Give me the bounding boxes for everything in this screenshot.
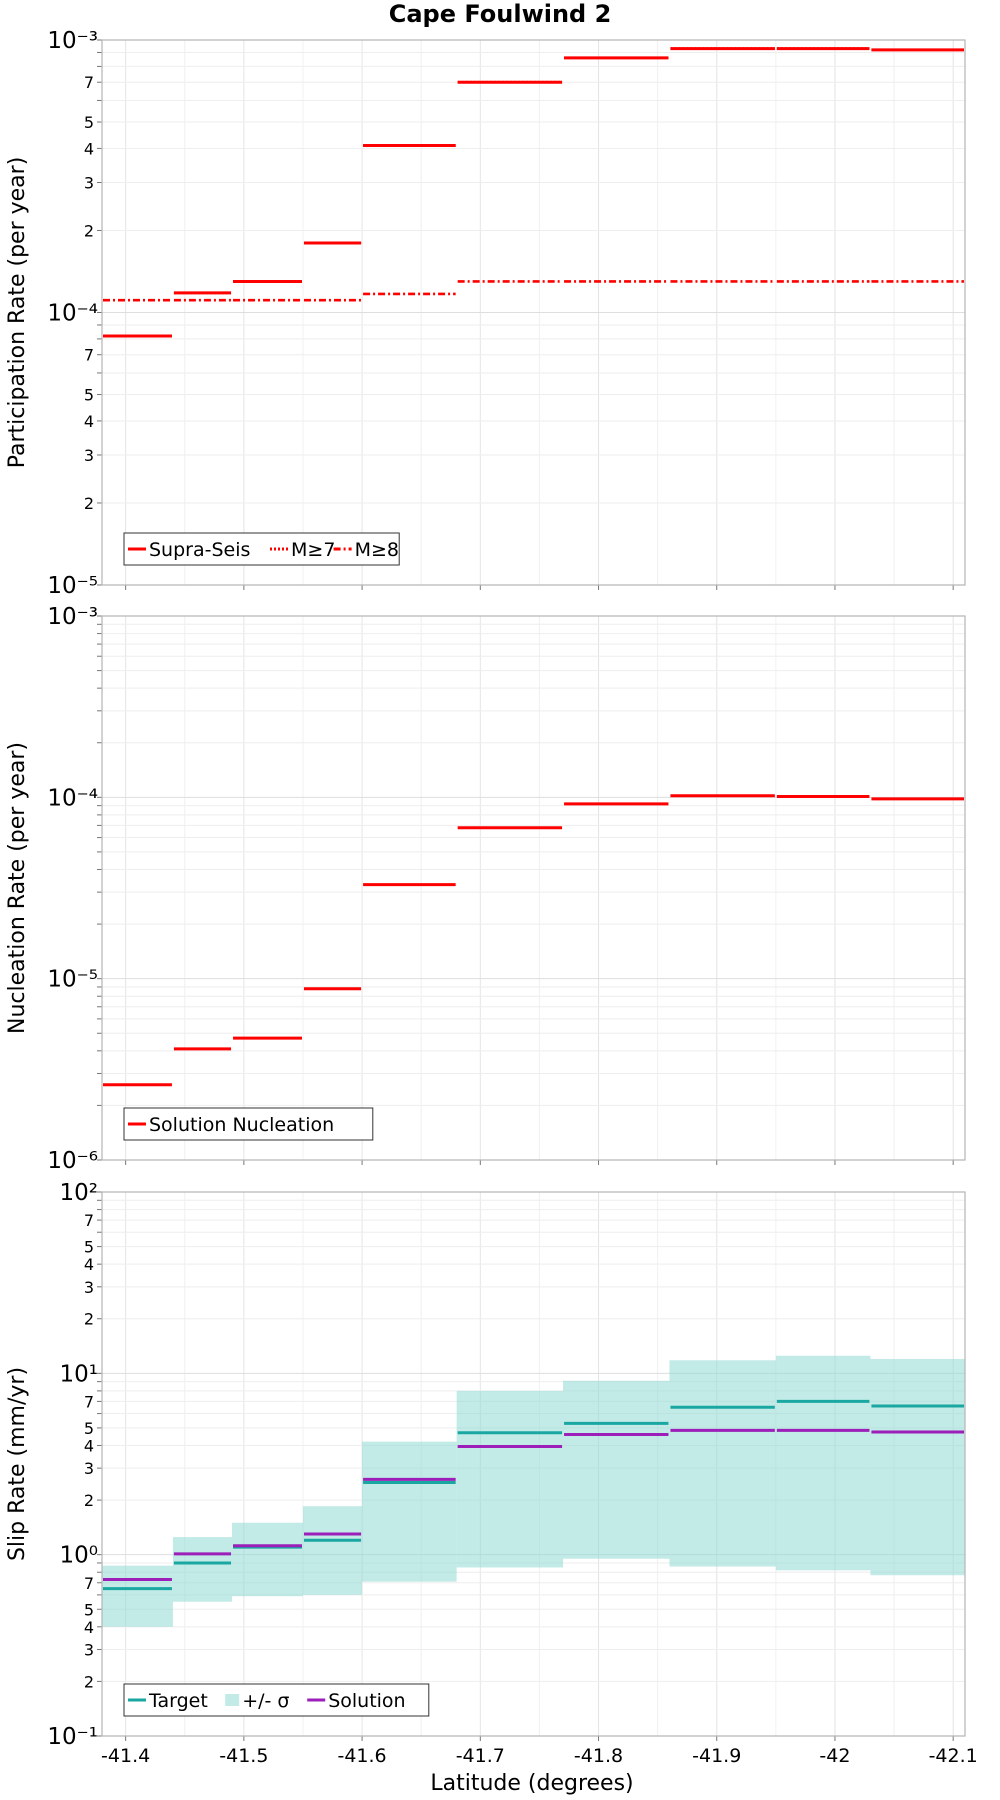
x-tick-label: -41.6 xyxy=(337,1745,386,1767)
x-tick-label: -41.7 xyxy=(456,1745,505,1767)
series-solution xyxy=(103,1428,964,1581)
x-tick-label: -41.9 xyxy=(692,1745,741,1767)
y-axis-label: Participation Rate (per year) xyxy=(5,157,30,469)
series-m-8 xyxy=(103,280,964,302)
y-tick-label: 7 xyxy=(84,1211,94,1230)
legend-label: Target xyxy=(148,1690,208,1712)
band-segment xyxy=(302,1506,363,1595)
plot-frame xyxy=(101,1191,966,1737)
y-tick-label: 7 xyxy=(84,346,94,365)
y-tick-label: 4 xyxy=(84,139,94,158)
legend: Target +/- σ Solution xyxy=(123,1683,430,1717)
y-tick-label: 3 xyxy=(84,446,94,465)
legend: Supra-Seis M≥7 M≥8 xyxy=(123,532,400,566)
y-tick-label: 3 xyxy=(84,1278,94,1297)
legend: Solution Nucleation xyxy=(123,1107,374,1141)
y-tick-label: 4 xyxy=(84,1618,94,1637)
y-tick-label: 10¹ xyxy=(60,1361,99,1387)
y-tick-label: 10⁻³ xyxy=(47,604,98,630)
band-segment xyxy=(775,1355,871,1571)
y-tick-label: 3 xyxy=(84,1459,94,1478)
x-axis-label: Latitude (degrees) xyxy=(430,1771,633,1796)
y-tick-label: 3 xyxy=(84,173,94,192)
legend-swatch xyxy=(225,1694,240,1706)
band-segment xyxy=(456,1390,564,1568)
y-tick-label: 3 xyxy=(84,1640,94,1659)
y-axis-label: Nucleation Rate (per year) xyxy=(5,742,30,1034)
band-segment xyxy=(232,1522,303,1597)
y-tick-label: 10⁻⁴ xyxy=(47,301,98,327)
x-tick-label: -41.5 xyxy=(219,1745,268,1767)
y-tick-label: 5 xyxy=(84,1600,94,1619)
y-axis-label: Slip Rate (mm/yr) xyxy=(5,1367,30,1561)
plot-area xyxy=(102,616,965,1160)
y-tick-label: 5 xyxy=(84,386,94,405)
y-tick-label: 2 xyxy=(84,1491,94,1510)
y-tick-label: 2 xyxy=(84,1310,94,1329)
legend-box xyxy=(123,1107,374,1141)
y-tick-label: 10⁻³ xyxy=(47,28,98,54)
y-tick-label: 7 xyxy=(84,73,94,92)
y-tick-label: 5 xyxy=(84,1238,94,1257)
y-tick-label: 5 xyxy=(84,113,94,132)
y-tick-label: 10⁻⁴ xyxy=(47,785,98,811)
band-segment xyxy=(563,1380,670,1559)
y-tick-label: 5 xyxy=(84,1419,94,1438)
y-tick-label: 10⁰ xyxy=(60,1543,99,1569)
chart-title: Cape Foulwind 2 xyxy=(389,0,612,28)
band-segment xyxy=(870,1358,965,1576)
x-tick-label: -42.1 xyxy=(929,1745,978,1767)
y-tick-label: 10⁻¹ xyxy=(47,1724,98,1750)
y-tick-label: 10⁻⁵ xyxy=(47,573,98,599)
legend-label: M≥8 xyxy=(355,539,399,561)
plot-frame xyxy=(101,615,966,1161)
legend-label: Solution xyxy=(328,1690,405,1712)
series-solution-nucleation xyxy=(103,794,964,1087)
band-segment xyxy=(669,1360,776,1567)
legend-box xyxy=(123,532,400,566)
legend-label: Supra-Seis xyxy=(149,539,250,561)
y-tick-label: 2 xyxy=(84,221,94,240)
x-tick-label: -41.4 xyxy=(101,1745,150,1767)
y-tick-label: 7 xyxy=(84,1574,94,1593)
y-tick-label: 4 xyxy=(84,412,94,431)
y-tick-label: 7 xyxy=(84,1392,94,1411)
legend-label: M≥7 xyxy=(291,539,335,561)
x-tick-label: -42 xyxy=(819,1745,850,1767)
legend-label: Solution Nucleation xyxy=(149,1114,334,1136)
y-tick-label: 2 xyxy=(84,1672,94,1691)
series-m-7 xyxy=(103,47,964,338)
panel-2: 10⁻⁶ 10⁻⁵ 10⁻⁴ 10⁻³ Nucleation Rate (per yea… xyxy=(5,604,966,1174)
band-segment xyxy=(172,1537,233,1602)
y-tick-label: 10⁻⁵ xyxy=(47,967,98,993)
legend-label: +/- σ xyxy=(242,1690,289,1712)
y-tick-label: 10⁻⁶ xyxy=(47,1148,98,1174)
y-tick-label: 10² xyxy=(60,1180,99,1206)
y-tick-label: 4 xyxy=(84,1255,94,1274)
legend-box xyxy=(123,1683,430,1717)
x-tick-label: -41.8 xyxy=(574,1745,623,1767)
band-segment xyxy=(362,1441,457,1582)
plot-frame xyxy=(101,39,966,586)
y-tick-label: 2 xyxy=(84,494,94,513)
y-tick-label: 4 xyxy=(84,1436,94,1455)
band-segment xyxy=(102,1565,173,1627)
panel-1: 10⁻⁵ 2 3 4 5 7 10⁻⁴ 2 3 4 5 7 10⁻³ Participation Rate… xyxy=(5,28,966,599)
